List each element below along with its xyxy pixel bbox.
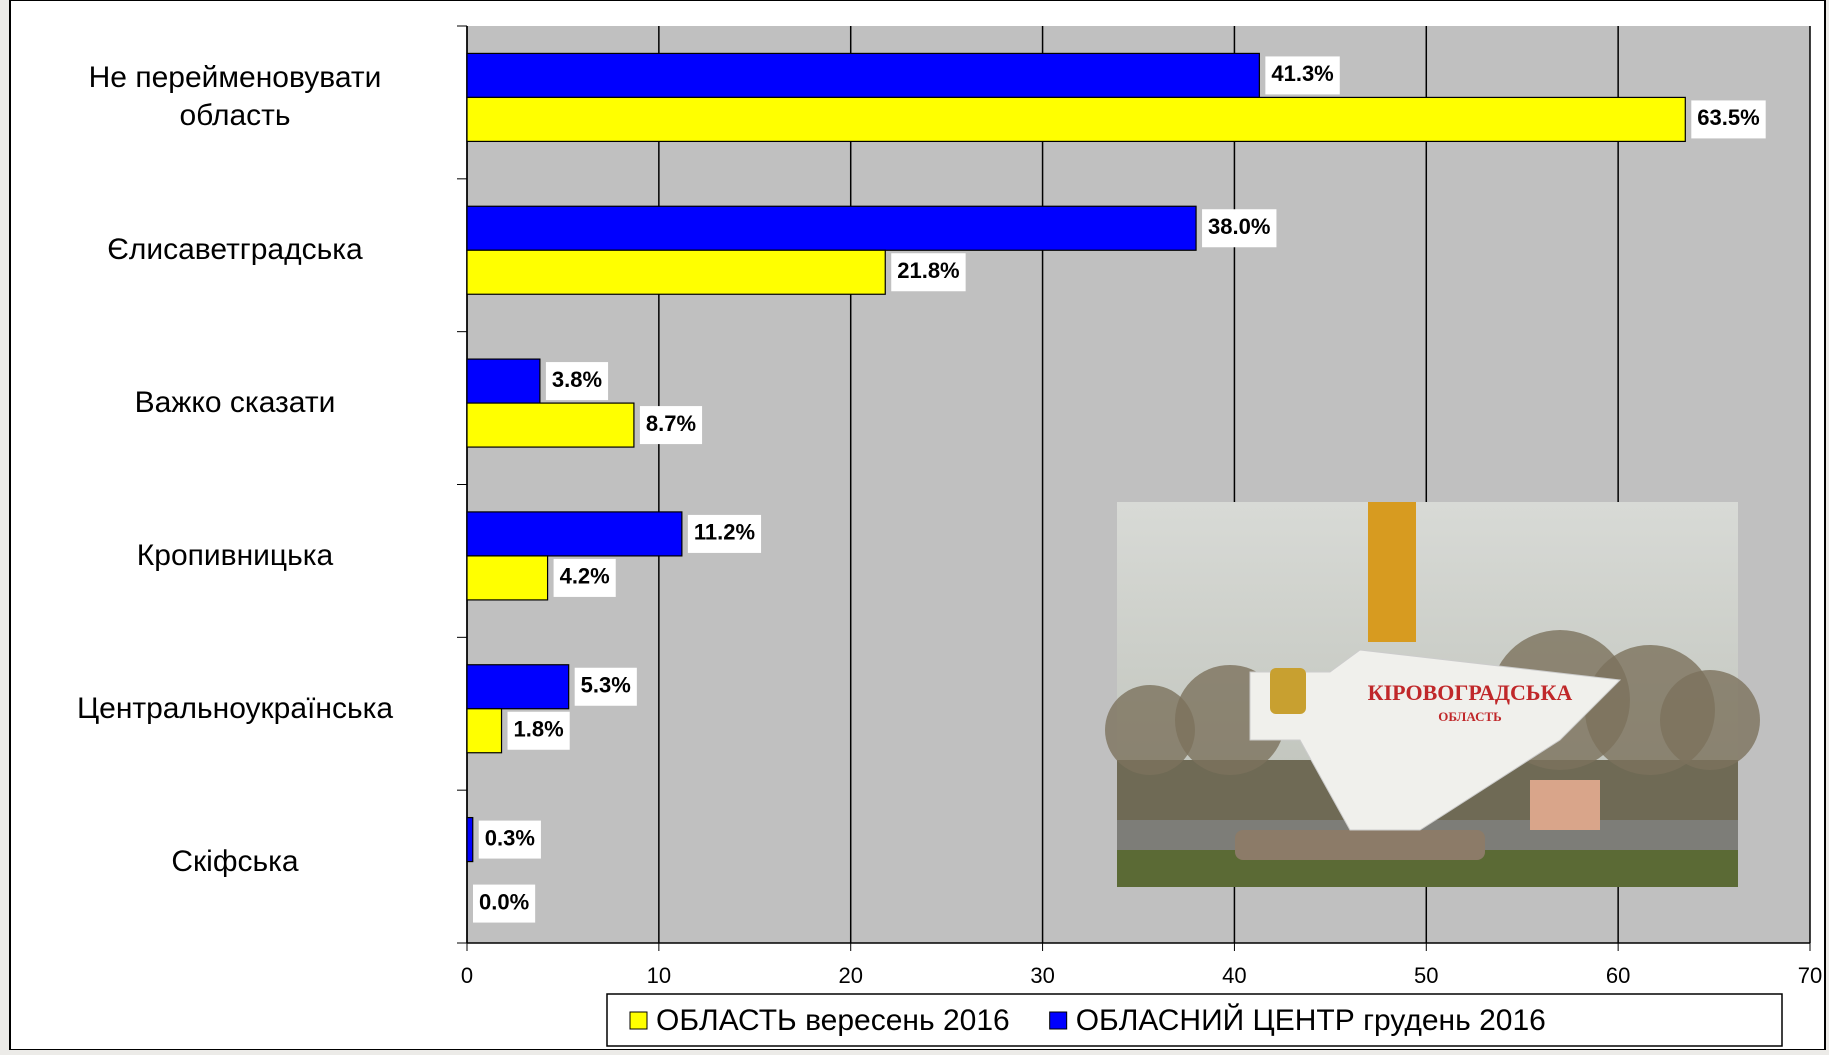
y-label-box: Не перейменовувати область bbox=[20, 37, 450, 157]
sign-title: КІРОВОГРАДСЬКА bbox=[1368, 680, 1573, 705]
value-label: 3.8% bbox=[552, 367, 602, 392]
stalk bbox=[1368, 502, 1416, 642]
bar bbox=[467, 556, 548, 600]
bar bbox=[467, 53, 1259, 97]
x-tick-label: 60 bbox=[1606, 963, 1630, 988]
y-tick-label: Важко сказати bbox=[20, 343, 450, 463]
y-tick-label: Кропивницька bbox=[20, 496, 450, 616]
bar bbox=[467, 403, 634, 447]
value-label: 1.8% bbox=[514, 717, 564, 742]
value-label: 11.2% bbox=[694, 520, 755, 545]
legend-label: ОБЛАСТЬ вересень 2016 bbox=[656, 1004, 1010, 1037]
y-label-box: Єлисаветградська bbox=[20, 190, 450, 310]
bar bbox=[467, 97, 1685, 141]
x-tick-label: 0 bbox=[461, 963, 473, 988]
photo: КІРОВОГРАДСЬКА ОБЛАСТЬ bbox=[1105, 502, 1760, 887]
bar bbox=[467, 665, 569, 709]
value-label: 38.0% bbox=[1208, 214, 1270, 239]
y-tick-label: Єлисаветградська bbox=[20, 190, 450, 310]
x-tick-label: 10 bbox=[647, 963, 671, 988]
bar bbox=[467, 206, 1196, 250]
value-label: 63.5% bbox=[1697, 105, 1759, 130]
legend-swatch bbox=[630, 1012, 647, 1029]
value-label: 21.8% bbox=[897, 258, 959, 283]
legend-label: ОБЛАСНИЙ ЦЕНТР грудень 2016 bbox=[1076, 1003, 1546, 1037]
value-label: 8.7% bbox=[646, 411, 696, 436]
y-tick-label: Скіфська bbox=[20, 802, 450, 922]
bar bbox=[467, 709, 502, 753]
kiosk bbox=[1530, 780, 1600, 830]
sign-sub: ОБЛАСТЬ bbox=[1438, 709, 1501, 724]
value-label: 4.2% bbox=[560, 564, 610, 589]
bar bbox=[467, 818, 473, 862]
legend-swatch bbox=[1050, 1012, 1067, 1029]
y-label-box: Центральноукраїнська bbox=[20, 649, 450, 769]
tree bbox=[1660, 670, 1760, 770]
bar bbox=[467, 359, 540, 403]
x-tick-label: 70 bbox=[1798, 963, 1822, 988]
page: 0 10 20 30 40 50 60 70 Не перейменовувати област… bbox=[0, 0, 1829, 1050]
x-tick-label: 50 bbox=[1414, 963, 1438, 988]
bar bbox=[467, 250, 885, 294]
shield bbox=[1270, 668, 1306, 714]
value-label: 0.3% bbox=[485, 825, 535, 850]
stones bbox=[1235, 830, 1485, 860]
x-tick-label: 40 bbox=[1222, 963, 1246, 988]
x-tick-label: 20 bbox=[838, 963, 862, 988]
y-tick-label: Не перейменовувати область bbox=[20, 37, 450, 157]
y-label-box: Важко сказати bbox=[20, 343, 450, 463]
value-label: 41.3% bbox=[1271, 61, 1333, 86]
value-label: 0.0% bbox=[479, 889, 529, 914]
y-label-box: Кропивницька bbox=[20, 496, 450, 616]
chart: 0 10 20 30 40 50 60 70 Не перейменовувати област… bbox=[0, 0, 1829, 1050]
x-tick-label: 30 bbox=[1030, 963, 1054, 988]
y-tick-label: Центральноукраїнська bbox=[20, 649, 450, 769]
y-label-box: Скіфська bbox=[20, 802, 450, 922]
bar bbox=[467, 512, 682, 556]
value-label: 5.3% bbox=[581, 673, 631, 698]
